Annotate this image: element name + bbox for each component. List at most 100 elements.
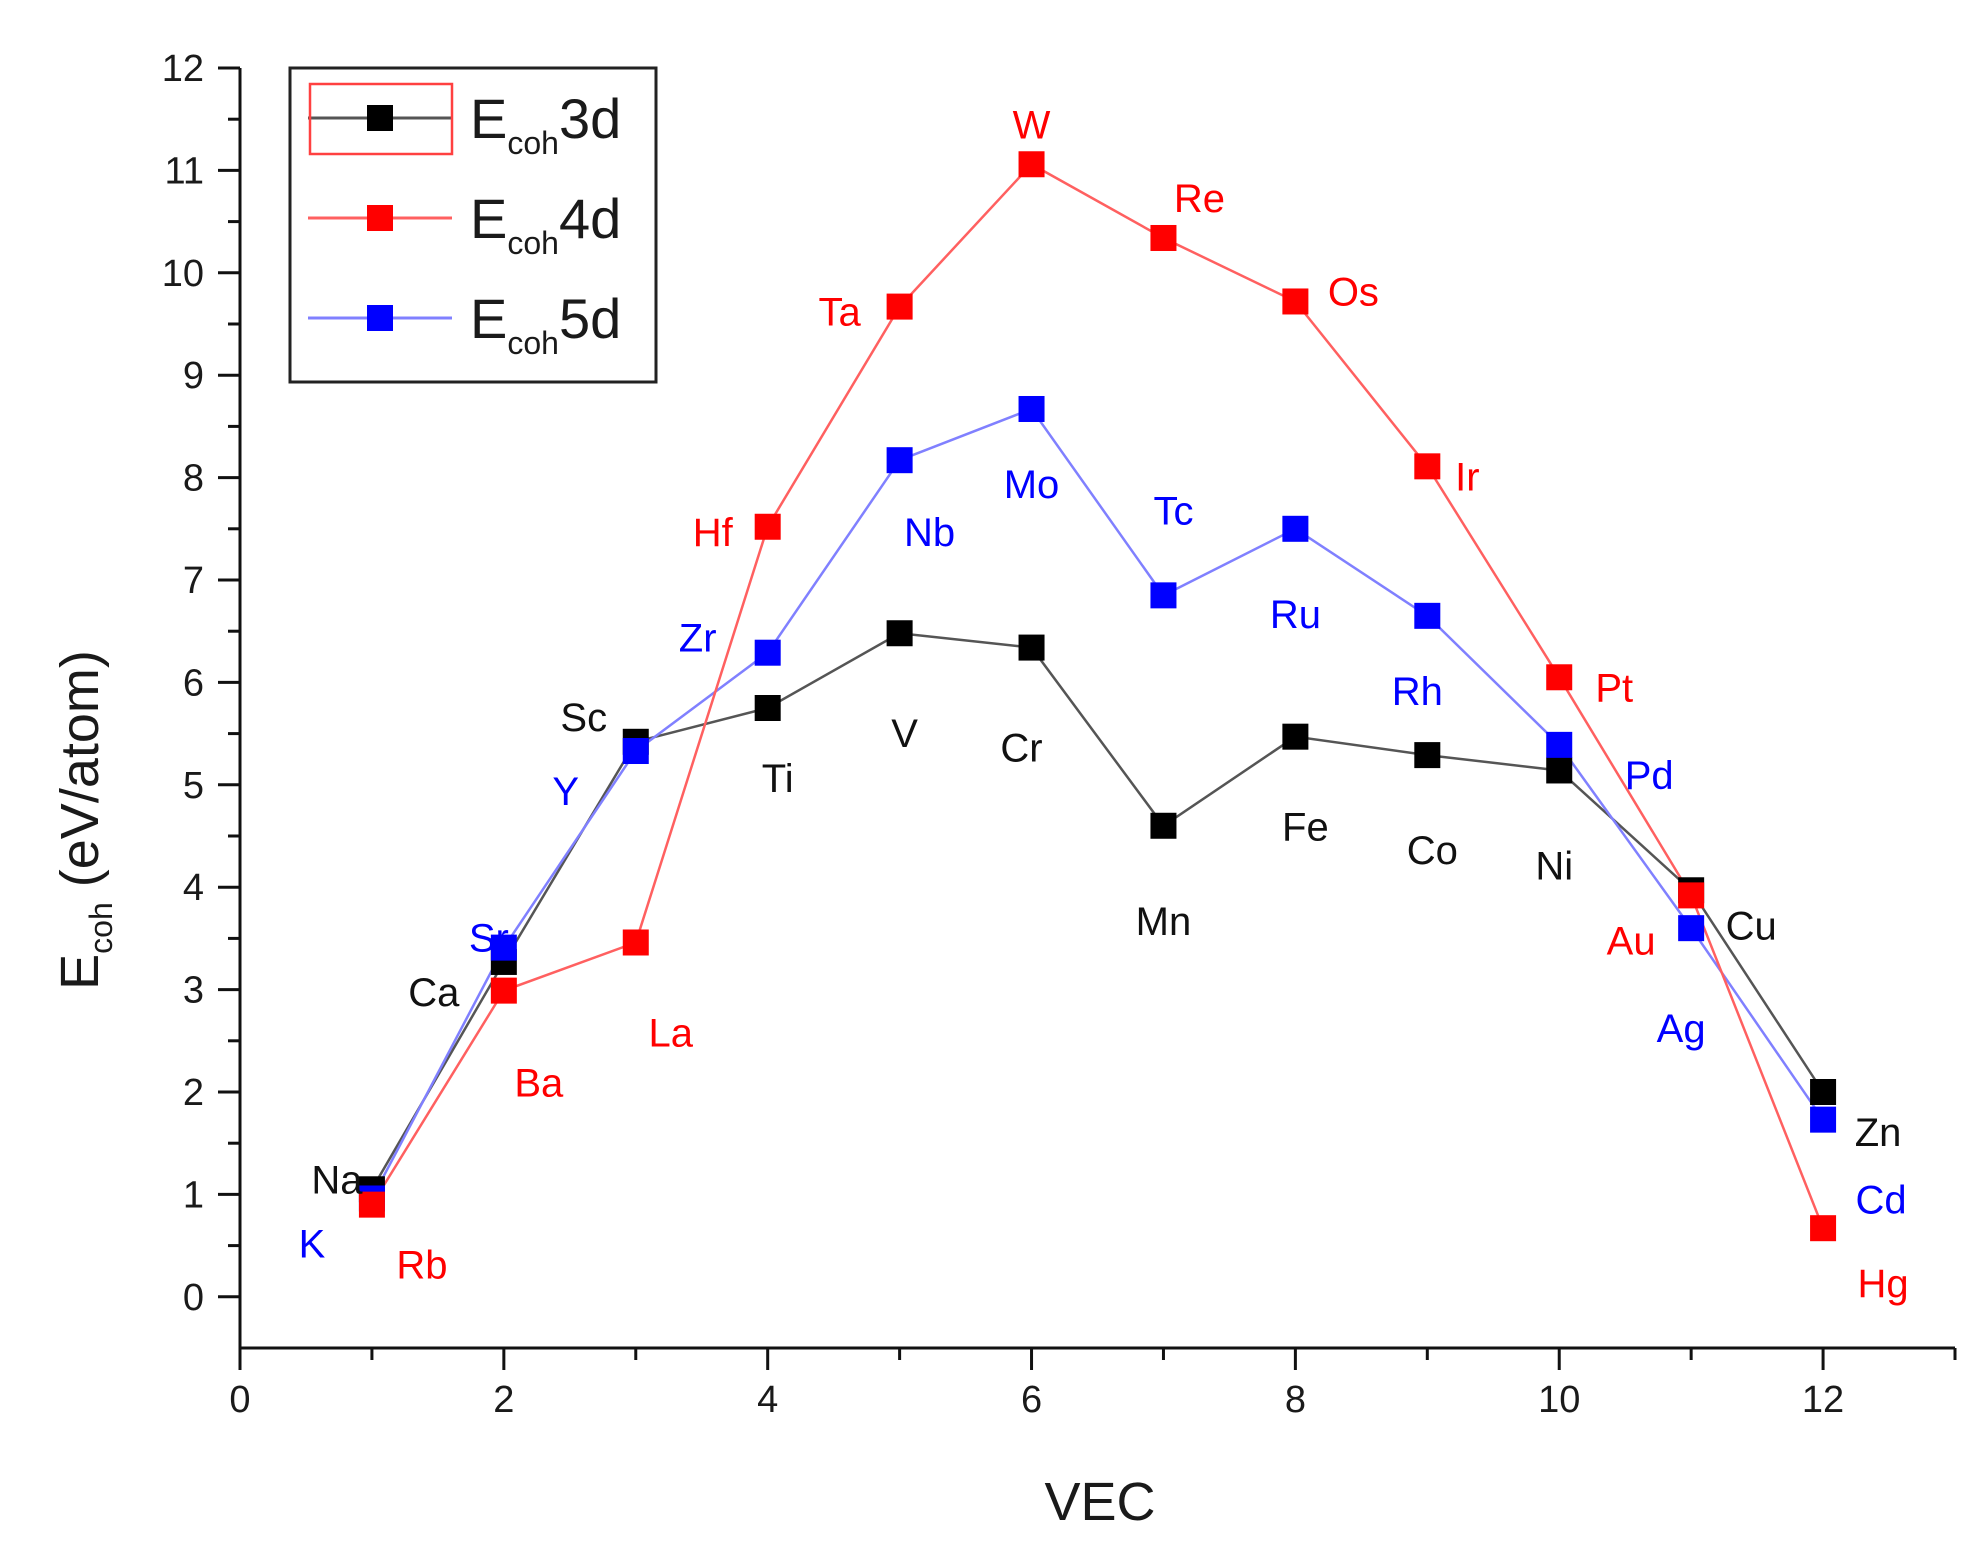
y-tick-label: 4 bbox=[183, 867, 204, 909]
point-mn bbox=[1150, 812, 1177, 839]
label-fe: Fe bbox=[1282, 806, 1329, 850]
y-tick-label: 1 bbox=[183, 1174, 204, 1216]
x-tick-label: 10 bbox=[1538, 1379, 1580, 1421]
y-axis-title-main: E bbox=[50, 954, 110, 990]
series-line-4d bbox=[370, 162, 1825, 1229]
label-pd: Pd bbox=[1625, 754, 1674, 798]
point-labels: Na Ca Sc Ti V Cr Mn Fe Co Ni Cu Zn Rb Ba La Hf Ta W Re Os Ir… bbox=[299, 103, 1909, 1306]
label-la: La bbox=[649, 1011, 694, 1055]
point-hf bbox=[754, 513, 781, 540]
point-zn bbox=[1810, 1079, 1837, 1105]
point-hg bbox=[1810, 1215, 1837, 1242]
legend-item-4d: Ecoh4d bbox=[308, 187, 621, 261]
label-hf: Hf bbox=[693, 511, 734, 555]
x-axis-title: VEC bbox=[1044, 1472, 1155, 1532]
point-sr bbox=[490, 934, 517, 961]
label-re: Re bbox=[1174, 177, 1225, 221]
point-ti bbox=[754, 695, 781, 721]
y-tick-label: 11 bbox=[165, 150, 204, 192]
label-zr: Zr bbox=[679, 617, 717, 661]
legend-marker-3d bbox=[367, 105, 393, 131]
label-sc: Sc bbox=[560, 696, 607, 740]
label-ca: Ca bbox=[408, 971, 460, 1015]
y-tick-label: 12 bbox=[162, 48, 204, 90]
label-na: Na bbox=[311, 1158, 363, 1202]
point-zr bbox=[754, 639, 781, 666]
point-fe bbox=[1282, 723, 1309, 750]
label-zn: Zn bbox=[1855, 1111, 1902, 1155]
label-k: K bbox=[299, 1222, 326, 1266]
point-y bbox=[622, 738, 649, 765]
label-rh: Rh bbox=[1392, 670, 1443, 714]
x-tick-label: 4 bbox=[757, 1379, 778, 1421]
point-rb bbox=[358, 1191, 385, 1218]
label-tc: Tc bbox=[1153, 489, 1193, 533]
point-v bbox=[886, 620, 913, 647]
x-tick-label: 6 bbox=[1021, 1379, 1042, 1421]
label-mo: Mo bbox=[1004, 463, 1060, 507]
y-axis-title: Ecoh (eV/atom) bbox=[50, 650, 119, 990]
label-os: Os bbox=[1328, 270, 1379, 314]
label-cd: Cd bbox=[1856, 1179, 1907, 1223]
y-tick-label: 9 bbox=[183, 355, 204, 397]
point-co bbox=[1414, 742, 1441, 769]
point-ir bbox=[1414, 453, 1441, 480]
legend-marker-5d bbox=[367, 305, 393, 331]
legend-label-5d: Ecoh5d bbox=[470, 287, 621, 361]
point-ag bbox=[1678, 915, 1705, 942]
legend-item-5d: Ecoh5d bbox=[308, 287, 621, 361]
y-axis-title-rest: (eV/atom) bbox=[50, 650, 110, 902]
label-ru: Ru bbox=[1270, 593, 1321, 637]
point-pt bbox=[1546, 664, 1573, 691]
x-tick-label: 8 bbox=[1285, 1379, 1306, 1421]
series-line-5d bbox=[370, 407, 1825, 1200]
point-tc bbox=[1150, 582, 1177, 609]
label-ta: Ta bbox=[818, 291, 861, 335]
y-tick-label: 8 bbox=[183, 458, 204, 500]
y-tick-label: 5 bbox=[183, 765, 204, 807]
x-tick-label: 0 bbox=[229, 1379, 250, 1421]
label-co: Co bbox=[1407, 829, 1458, 873]
series-line-3d bbox=[370, 631, 1825, 1190]
point-w bbox=[1018, 151, 1045, 178]
point-au bbox=[1678, 882, 1705, 909]
y-tick-label: 3 bbox=[183, 970, 204, 1012]
point-mo bbox=[1018, 395, 1045, 422]
label-ag: Ag bbox=[1657, 1007, 1706, 1051]
point-pd bbox=[1546, 731, 1573, 758]
point-re bbox=[1150, 224, 1177, 251]
label-ba: Ba bbox=[514, 1062, 564, 1106]
legend-highlight bbox=[308, 82, 454, 156]
point-cd bbox=[1810, 1106, 1837, 1133]
y-tick-label: 0 bbox=[183, 1277, 204, 1319]
label-ir: Ir bbox=[1455, 455, 1479, 499]
point-nb bbox=[886, 447, 913, 474]
label-cu: Cu bbox=[1726, 904, 1777, 948]
label-cr: Cr bbox=[1000, 727, 1042, 771]
label-pt: Pt bbox=[1595, 666, 1633, 710]
legend-item-3d: Ecoh3d bbox=[308, 87, 621, 161]
point-ru bbox=[1282, 515, 1309, 542]
point-rh bbox=[1414, 602, 1441, 629]
legend-box bbox=[288, 66, 658, 384]
label-nb: Nb bbox=[904, 511, 955, 555]
point-ba bbox=[490, 977, 517, 1004]
label-au: Au bbox=[1607, 919, 1656, 963]
point-cr bbox=[1018, 634, 1045, 661]
label-rb: Rb bbox=[396, 1244, 447, 1288]
label-mn: Mn bbox=[1136, 900, 1192, 944]
x-tick-label: 2 bbox=[493, 1379, 514, 1421]
y-tick-label: 10 bbox=[162, 253, 204, 295]
series-points bbox=[358, 151, 1837, 1242]
y-tick-label: 2 bbox=[183, 1072, 204, 1114]
y-axis-title-sub: coh bbox=[83, 902, 119, 954]
label-v: V bbox=[891, 712, 918, 756]
label-y: Y bbox=[552, 770, 579, 814]
point-ta bbox=[886, 293, 913, 320]
y-tick-label: 7 bbox=[183, 560, 204, 602]
point-os bbox=[1282, 288, 1309, 315]
legend-label-3d: Ecoh3d bbox=[470, 87, 621, 161]
legend-label-4d: Ecoh4d bbox=[470, 187, 621, 261]
